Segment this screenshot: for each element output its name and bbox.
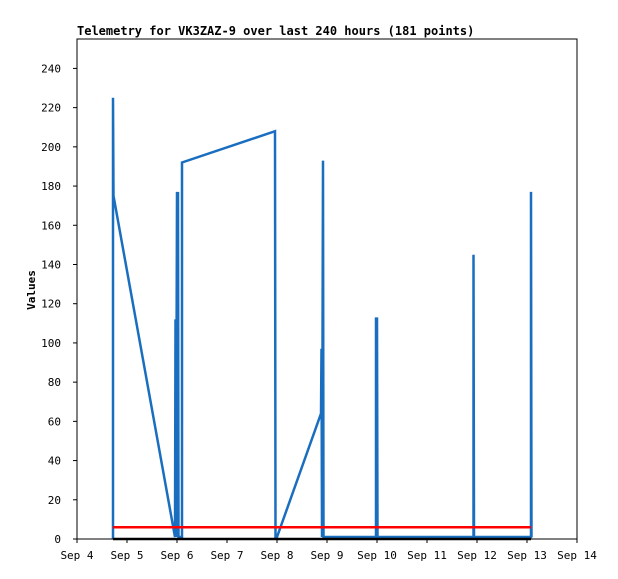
y-tick-label: 80 xyxy=(48,376,61,389)
chart-title: Telemetry for VK3ZAZ-9 over last 240 hou… xyxy=(77,24,474,38)
y-tick-label: 220 xyxy=(41,102,61,115)
chart-axes: 0 20 40 60 80 100 120 140 160 180 200 220 240 Sep 4 Se… xyxy=(41,38,597,562)
y-tick-label: 20 xyxy=(48,494,61,507)
x-tick-label: Sep 4 xyxy=(60,549,93,562)
chart-marks xyxy=(111,97,533,541)
y-tick-label: 200 xyxy=(41,141,61,154)
x-tick-label: Sep 7 xyxy=(210,549,243,562)
y-tick-label: 160 xyxy=(41,219,61,232)
x-tick-label: Sep 8 xyxy=(260,549,293,562)
y-tick-label: 40 xyxy=(48,455,61,468)
y-tick-label: 120 xyxy=(41,298,61,311)
y-tick-label: 140 xyxy=(41,258,61,271)
series-line-0 xyxy=(111,97,533,539)
y-tick-label: 60 xyxy=(48,415,61,428)
x-tick-label: Sep 14 xyxy=(557,549,597,562)
x-tick-label: Sep 10 xyxy=(357,549,397,562)
x-tick-label: Sep 9 xyxy=(310,549,343,562)
y-tick-label: 0 xyxy=(54,533,61,546)
x-tick-label: Sep 12 xyxy=(457,549,497,562)
y-tick-label: 240 xyxy=(41,62,61,75)
y-axis-title: Values xyxy=(25,270,38,310)
x-tick-label: Sep 5 xyxy=(110,549,143,562)
y-tick-label: 100 xyxy=(41,337,61,350)
y-tick-label: 180 xyxy=(41,180,61,193)
x-tick-label: Sep 6 xyxy=(160,549,193,562)
x-tick-label: Sep 11 xyxy=(407,549,447,562)
plot-frame xyxy=(76,38,578,540)
x-tick-label: Sep 13 xyxy=(507,549,547,562)
